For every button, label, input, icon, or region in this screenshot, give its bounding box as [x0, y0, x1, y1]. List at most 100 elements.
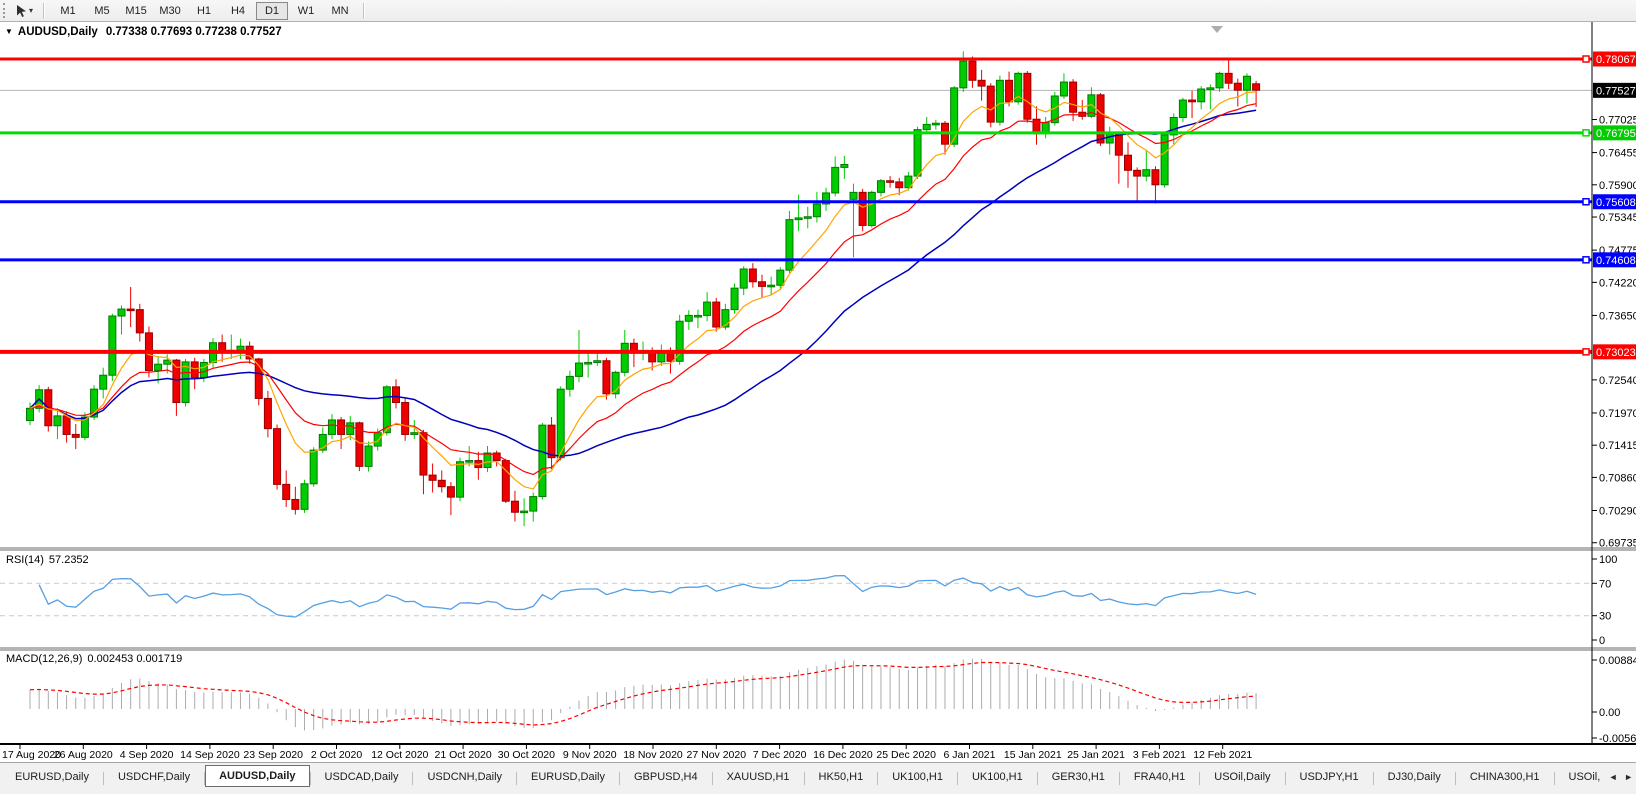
date-axis-label: 18 Nov 2020 — [623, 749, 683, 761]
timeframe-button-H1[interactable]: H1 — [196, 5, 212, 17]
timeframe-button-M15[interactable]: M15 — [125, 5, 147, 17]
line-endpoint-handle[interactable] — [1582, 129, 1590, 137]
tab-usoil-h1[interactable]: USOil,H1 — [1568, 771, 1601, 783]
candle-bear — [547, 424, 556, 459]
tab-usoil-daily[interactable]: USOil,Daily — [1214, 771, 1271, 783]
candle-bull — [318, 433, 327, 451]
tab-dj30-daily[interactable]: DJ30,Daily — [1387, 771, 1441, 783]
candle-bull — [520, 510, 529, 514]
candle-bear — [1151, 169, 1160, 186]
timeframe-button-group: M1 M5 M15 M30 H1 H4 D1 W1 MN — [51, 1, 357, 20]
date-axis-label: 25 Dec 2020 — [876, 749, 936, 761]
tab-xauusd-h1[interactable]: XAUUSD,H1 — [726, 771, 790, 783]
timeframe-button-M1[interactable]: M1 — [60, 5, 76, 17]
candle-bear — [968, 60, 977, 81]
candle-bear — [1069, 81, 1078, 113]
candle-bear — [1005, 79, 1014, 103]
line-endpoint-handle[interactable] — [1582, 55, 1590, 63]
rsi-axis-label: 0 — [1599, 635, 1605, 647]
chart-dropdown-icon[interactable]: ▼ — [5, 26, 13, 36]
tab-ger30-h1[interactable]: GER30,H1 — [1051, 771, 1105, 783]
tab-usdchf-daily[interactable]: USDCHF,Daily — [117, 771, 191, 783]
date-axis-label: 17 Aug 2020 — [2, 749, 61, 761]
chevron-down-icon[interactable]: ▾ — [29, 6, 34, 15]
candle-bull — [1197, 88, 1206, 103]
candles-layer — [26, 51, 1261, 527]
price-axis-label: 0.70860 — [1599, 472, 1636, 484]
date-axis-label: 27 Nov 2020 — [687, 749, 747, 761]
candle-bear — [446, 486, 455, 498]
tab-eurusd-daily[interactable]: EURUSD,Daily — [531, 771, 605, 783]
candle-bull — [950, 87, 959, 145]
tab-gbpusd-h4[interactable]: GBPUSD,H4 — [634, 771, 698, 783]
timeframe-button-D1[interactable]: D1 — [256, 2, 289, 20]
chart-ohlc-values: 0.77338 0.77693 0.77238 0.77527 — [105, 26, 282, 38]
candle-bull — [199, 361, 208, 379]
tab-scroll-left-icon[interactable]: ◄ — [1608, 772, 1618, 782]
candle-bear — [172, 359, 181, 404]
chart-title: ▼ AUDUSD,Daily 0.77338 0.77693 0.77238 0.7… — [5, 26, 282, 38]
chart-symbol: AUDUSD,Daily — [17, 26, 98, 38]
timeframe-button-H4[interactable]: H4 — [230, 5, 246, 17]
tab-uk100-h1[interactable]: UK100,H1 — [892, 771, 943, 783]
candle-bull — [575, 362, 583, 377]
line-endpoint-handle[interactable] — [1582, 256, 1590, 264]
candle-bull — [154, 363, 163, 372]
price-badge — [1593, 125, 1636, 141]
line-endpoint-handle[interactable] — [1582, 348, 1590, 356]
candle-bear — [895, 181, 904, 189]
tab-eurusd-daily[interactable]: EURUSD,Daily — [15, 771, 89, 783]
candle-bull — [675, 320, 684, 362]
candle-bear — [190, 361, 199, 379]
tab-scroll-right-icon[interactable]: ► — [1624, 772, 1633, 782]
tab-usdjpy-h1[interactable]: USDJPY,H1 — [1299, 771, 1359, 783]
price-axis-label: 0.72540 — [1599, 375, 1636, 387]
tab-hk50-h1[interactable]: HK50,H1 — [818, 771, 864, 783]
tab-usdcad-daily[interactable]: USDCAD,Daily — [324, 771, 399, 783]
date-axis-label: 7 Dec 2020 — [753, 749, 807, 761]
line-endpoint-handle[interactable] — [1582, 198, 1590, 206]
toolbar-separator — [363, 2, 366, 19]
tab-divider — [711, 772, 713, 785]
candle-bull — [410, 432, 419, 435]
indicator-panes-layer — [0, 574, 1592, 731]
date-axis-label: 30 Oct 2020 — [498, 749, 555, 761]
candle-bull — [26, 407, 34, 422]
candle-bull — [117, 308, 126, 317]
timeframe-button-M5[interactable]: M5 — [94, 5, 110, 17]
candle-bull — [867, 191, 876, 226]
date-axis-label: 3 Feb 2021 — [1133, 749, 1186, 761]
tab-divider — [412, 772, 414, 785]
tab-uk100-h1[interactable]: UK100,H1 — [971, 771, 1023, 783]
ma-slow-line — [29, 109, 1257, 457]
macd-indicator-label: MACD(12,26,9) 0.002453 0.001719 — [6, 653, 182, 665]
timeframe-button-MN[interactable]: MN — [331, 5, 349, 17]
candle-bear — [71, 433, 80, 438]
tab-audusd-daily[interactable]: AUDUSD,Daily — [205, 765, 310, 787]
timeframe-button-M30[interactable]: M30 — [159, 5, 181, 17]
candle-bull — [1169, 116, 1178, 136]
price-axis-label: 0.71970 — [1599, 408, 1636, 420]
tab-scroll-arrows: ◄ ► — [1605, 772, 1633, 782]
rsi-value: 57.2352 — [48, 554, 89, 566]
tab-usdcnh-daily[interactable]: USDCNH,Daily — [427, 771, 503, 783]
candle-bear — [135, 309, 144, 334]
chart-area: ▼ AUDUSD,Daily 0.77338 0.77693 0.77238 0.7… — [0, 22, 1636, 762]
toolbar-grip[interactable] — [3, 3, 8, 18]
candle-bull — [913, 129, 922, 177]
cursor-tool-button[interactable]: ▾ — [12, 3, 35, 19]
price-badge-label: 0.76795 — [1596, 128, 1636, 140]
candle-bull — [90, 388, 99, 418]
tab-fra40-h1[interactable]: FRA40,H1 — [1133, 771, 1186, 783]
candle-bear — [1224, 72, 1233, 84]
candle-bull — [538, 424, 547, 498]
date-axis-label: 25 Jan 2021 — [1067, 749, 1125, 761]
price-chart[interactable]: 0.77025 0.76455 0.75900 0.75345 0.74775 0.742… — [0, 22, 1636, 762]
chart-shift-marker-icon[interactable] — [1211, 26, 1223, 33]
axes-layer: 0.77025 0.76455 0.75900 0.75345 0.74775 0.742… — [0, 22, 1636, 761]
timeframe-button-W1[interactable]: W1 — [297, 5, 315, 17]
macd-axis-label: -0.005651 — [1599, 733, 1636, 745]
tab-china300-h1[interactable]: CHINA300,H1 — [1469, 771, 1540, 783]
rsi-title: RSI(14) — [6, 554, 44, 566]
